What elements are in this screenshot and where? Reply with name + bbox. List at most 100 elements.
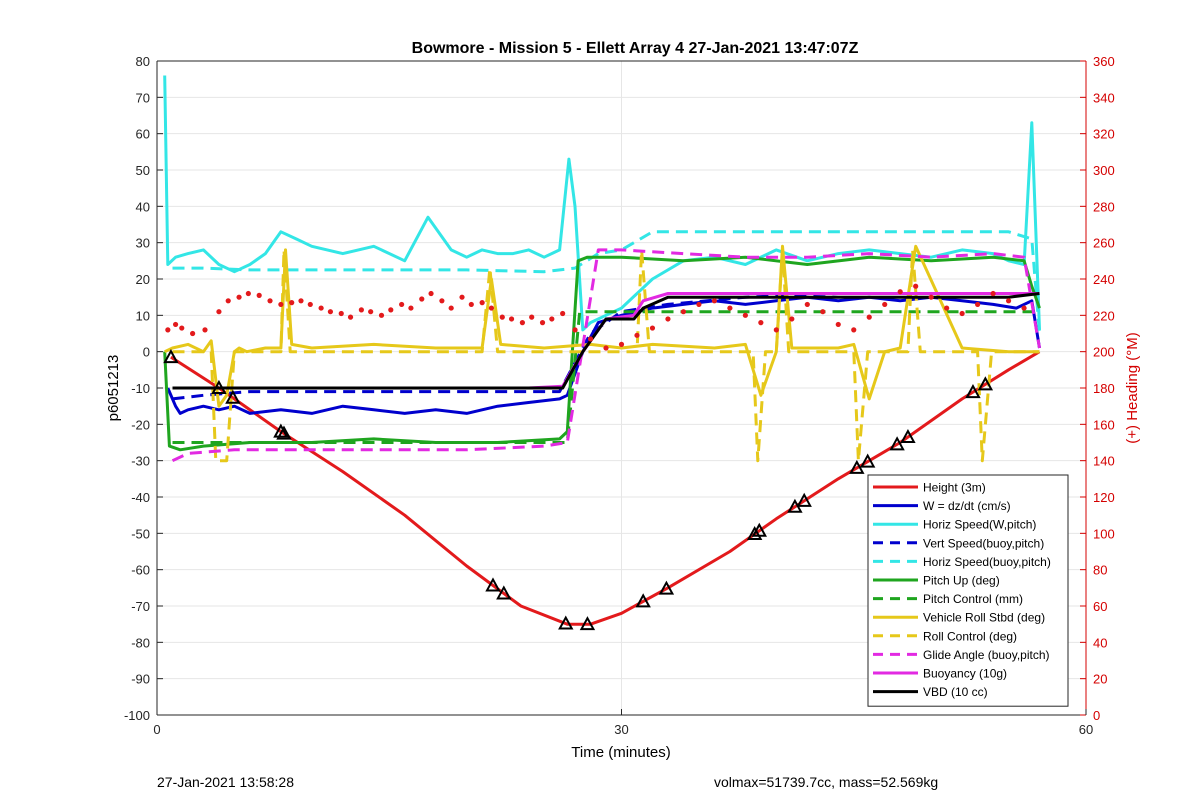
axes: 80706050403020100-10-20-30-40-50-60-70-8… bbox=[124, 54, 1115, 737]
y2-tick-label: 280 bbox=[1093, 199, 1115, 214]
y2-tick-label: 340 bbox=[1093, 90, 1115, 105]
y-tick-label: -30 bbox=[131, 454, 150, 469]
heading-point bbox=[696, 301, 702, 308]
heading-point bbox=[368, 309, 374, 315]
heading-point bbox=[179, 325, 185, 331]
y-tick-label: 0 bbox=[143, 345, 150, 360]
heading-point bbox=[202, 327, 208, 333]
heading-point bbox=[216, 309, 222, 315]
x-tick-label: 0 bbox=[153, 722, 160, 737]
y-tick-label: -40 bbox=[131, 490, 150, 505]
heading-point bbox=[165, 327, 171, 333]
heading-point bbox=[959, 310, 965, 317]
heading-point bbox=[1005, 298, 1012, 304]
y-tick-label: 70 bbox=[136, 90, 150, 105]
legend-entry: Glide Angle (buoy,pitch) bbox=[923, 648, 1050, 662]
heading-point bbox=[399, 301, 405, 308]
legend-entry: Vert Speed(buoy,pitch) bbox=[923, 536, 1044, 550]
y2-axis-label: (+) Heading (°M) bbox=[1124, 332, 1141, 443]
heading-point bbox=[820, 309, 826, 315]
height-marker bbox=[860, 453, 876, 468]
height-marker bbox=[751, 522, 767, 537]
height-marker bbox=[900, 428, 916, 444]
heading-point bbox=[529, 314, 535, 320]
heading-point bbox=[338, 310, 344, 317]
heading-point bbox=[508, 316, 515, 322]
heading-point bbox=[408, 305, 414, 311]
heading-point bbox=[358, 307, 364, 313]
legend-entry: Pitch Up (deg) bbox=[923, 574, 1000, 588]
heading-point bbox=[327, 309, 334, 315]
y2-tick-label: 160 bbox=[1093, 417, 1115, 432]
series-line-vehicle-roll-stbd-deg- bbox=[164, 244, 1040, 408]
heading-point bbox=[549, 316, 555, 322]
height-marker bbox=[211, 379, 227, 394]
series-line-glide-angle-buoy-pitch- bbox=[171, 248, 1041, 463]
legend-entry: Buoyancy (10g) bbox=[923, 667, 1007, 681]
legend: Height (3m) W = dz/dt (cm/s) Horiz Speed(W… bbox=[867, 474, 1069, 707]
heading-point bbox=[711, 298, 718, 304]
heading-point bbox=[634, 332, 640, 338]
height-marker bbox=[977, 376, 994, 391]
y-tick-label: 20 bbox=[136, 272, 150, 287]
footer-volmax-mass: volmax=51739.7cc, mass=52.569kg bbox=[714, 774, 939, 790]
y-axis-label: p6051213 bbox=[105, 355, 122, 422]
heading-point bbox=[944, 305, 950, 311]
heading-point bbox=[225, 298, 231, 304]
height-marker bbox=[579, 616, 596, 631]
y-tick-label: 50 bbox=[136, 163, 150, 178]
heading-point bbox=[245, 290, 251, 297]
heading-point bbox=[758, 320, 764, 326]
height-marker bbox=[496, 585, 512, 600]
heading-point bbox=[307, 301, 313, 308]
heading-point bbox=[882, 301, 888, 308]
heading-point bbox=[866, 314, 872, 320]
heading-point bbox=[773, 327, 779, 333]
y-tick-label: -10 bbox=[131, 381, 150, 396]
height-marker bbox=[635, 593, 651, 608]
y-tick-label: 30 bbox=[136, 236, 150, 251]
y-tick-label: 10 bbox=[136, 308, 150, 323]
heading-point bbox=[928, 294, 934, 300]
y-tick-label: -100 bbox=[124, 708, 150, 723]
heading-point bbox=[665, 316, 671, 322]
legend-entry: VBD (10 cc) bbox=[923, 685, 988, 699]
y-tick-label: -20 bbox=[131, 417, 150, 432]
legend-entry: W = dz/dt (cm/s) bbox=[923, 499, 1011, 513]
heading-point bbox=[742, 312, 748, 318]
plot-area bbox=[163, 75, 1041, 631]
y-tick-label: -70 bbox=[131, 599, 150, 614]
heading-point bbox=[804, 301, 810, 308]
height-marker bbox=[273, 423, 289, 438]
heading-point bbox=[298, 298, 304, 304]
y2-tick-label: 20 bbox=[1093, 672, 1107, 687]
legend-entry: Pitch Control (mm) bbox=[923, 592, 1023, 606]
heading-point bbox=[289, 300, 295, 306]
heading-point bbox=[468, 301, 474, 308]
legend-entry: Vehicle Roll Stbd (deg) bbox=[923, 611, 1045, 625]
heading-point bbox=[488, 305, 495, 311]
heading-point bbox=[572, 327, 578, 333]
y2-tick-label: 260 bbox=[1093, 236, 1115, 251]
heading-point bbox=[448, 305, 454, 311]
y2-tick-label: 40 bbox=[1093, 635, 1107, 650]
series-line-roll-control-deg- bbox=[172, 248, 1040, 463]
y-tick-label: 40 bbox=[136, 199, 150, 214]
heading-point bbox=[913, 283, 919, 289]
y2-tick-label: 0 bbox=[1093, 708, 1100, 723]
heading-point bbox=[378, 312, 385, 318]
heading-point bbox=[479, 300, 485, 306]
series-line-horiz-speed-buoy-pitch- bbox=[172, 230, 1041, 334]
legend-entry: Roll Control (deg) bbox=[923, 629, 1017, 643]
y-tick-label: -80 bbox=[131, 635, 150, 650]
heading-point bbox=[539, 320, 546, 326]
legend-entry: Horiz Speed(buoy,pitch) bbox=[923, 555, 1051, 569]
heading-point bbox=[851, 327, 857, 333]
heading-point bbox=[560, 310, 566, 317]
height-marker bbox=[163, 349, 179, 364]
heading-point bbox=[419, 296, 425, 302]
heading-point bbox=[267, 298, 273, 304]
legend-entry: Height (3m) bbox=[923, 481, 986, 495]
height-marker bbox=[849, 459, 865, 474]
series-line-horiz-speed-w-pitch- bbox=[163, 75, 1041, 332]
